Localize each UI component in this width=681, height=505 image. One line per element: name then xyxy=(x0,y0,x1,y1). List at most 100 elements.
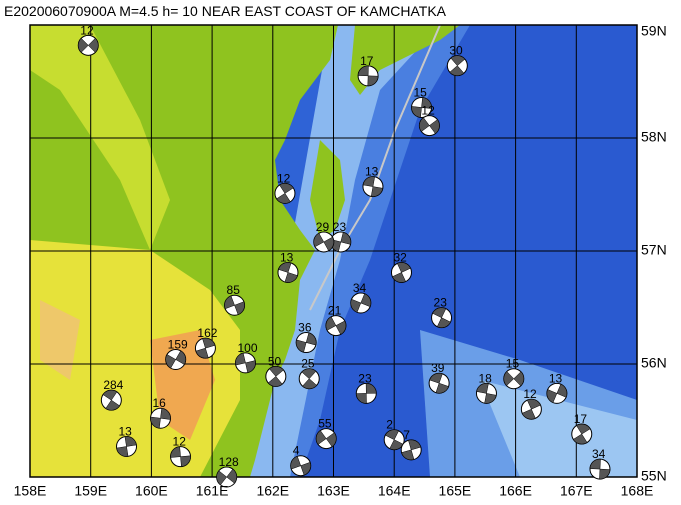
event-label: 50 xyxy=(268,354,282,368)
beachball xyxy=(274,182,296,204)
beachball-compression xyxy=(546,383,568,403)
beachball-compression xyxy=(521,399,541,420)
beachball-compression xyxy=(102,389,120,411)
event-label: 25 xyxy=(301,357,315,371)
beachball xyxy=(357,65,379,87)
event-label: 16 xyxy=(153,396,167,410)
beachball xyxy=(446,55,468,77)
beachball xyxy=(116,435,138,457)
beachball xyxy=(362,176,384,198)
x-tick-label: 159E xyxy=(74,483,107,499)
event-label: 13 xyxy=(365,165,379,179)
beachball xyxy=(234,352,256,374)
beachball xyxy=(400,439,422,461)
beachball-compression xyxy=(235,352,256,373)
x-tick-label: 168E xyxy=(621,483,654,499)
event-label: 4 xyxy=(293,444,300,458)
event-label: 17 xyxy=(360,54,374,68)
beachball xyxy=(411,96,433,118)
beachball-compression xyxy=(356,383,377,404)
beachball-compression xyxy=(357,65,379,87)
x-tick-label: 166E xyxy=(499,483,532,499)
event-label: 55 xyxy=(318,417,332,431)
beachball xyxy=(224,294,246,316)
y-tick-label: 58N xyxy=(641,129,667,145)
event-label: 13 xyxy=(119,424,133,438)
x-tick-label: 162E xyxy=(256,483,289,499)
beachball-compression xyxy=(216,468,237,486)
event-label: 12 xyxy=(277,171,291,185)
beachball xyxy=(503,368,525,390)
beachball-compression xyxy=(116,436,137,457)
beachball-compression xyxy=(295,332,317,353)
beachball xyxy=(313,231,335,253)
map-frame xyxy=(29,24,638,478)
y-tick-label: 57N xyxy=(641,242,667,258)
beachball xyxy=(77,34,99,56)
beachball xyxy=(589,458,611,480)
beachball xyxy=(350,292,372,314)
beachball xyxy=(571,423,593,445)
beachball-compression xyxy=(313,232,335,252)
y-tick-label: 59N xyxy=(641,23,667,39)
event-label: 12 xyxy=(523,387,537,401)
beachball-compression xyxy=(278,262,298,283)
beachball xyxy=(194,337,216,359)
beachball xyxy=(431,307,453,329)
x-tick-label: 158E xyxy=(14,483,47,499)
x-tick-label: 165E xyxy=(439,483,472,499)
y-tick-label: 56N xyxy=(641,355,667,371)
event-label: 32 xyxy=(393,250,407,264)
event-label: 23 xyxy=(333,220,347,234)
beachball-compression xyxy=(165,350,186,369)
beachball-compression xyxy=(315,430,337,448)
beachball-compression xyxy=(350,293,372,313)
beachball-compression xyxy=(572,423,591,445)
beachball-compression xyxy=(401,439,422,461)
beachball-compression xyxy=(503,371,525,387)
beachball xyxy=(295,332,317,354)
event-label: 36 xyxy=(298,321,312,335)
event-label: 85 xyxy=(227,283,241,297)
x-tick-label: 161E xyxy=(196,483,229,499)
event-label: 162 xyxy=(197,326,217,340)
event-label: 12 xyxy=(421,104,435,118)
event-label: 128 xyxy=(219,455,239,469)
beachball xyxy=(150,407,172,429)
event-label: 21 xyxy=(328,304,342,318)
beachball xyxy=(315,428,337,450)
beachball xyxy=(383,429,405,451)
event-label: 29 xyxy=(316,220,330,234)
beachball-compression xyxy=(362,176,384,197)
beachball-compression xyxy=(290,455,311,476)
beachball-compression xyxy=(224,295,245,315)
beachball xyxy=(355,382,377,404)
event-label: 15 xyxy=(414,85,428,99)
event-label: 159 xyxy=(168,337,188,351)
beachball-compression xyxy=(589,458,611,480)
beachball xyxy=(277,261,299,283)
beachball-compression xyxy=(170,446,191,467)
beachball xyxy=(428,372,450,394)
beachball xyxy=(165,348,187,370)
beachball-compression xyxy=(150,408,171,429)
ticks: 158E 159E 160E 161E 162E 163E 164E 165E 166E 167E… xyxy=(14,23,667,499)
x-tick-label: 164E xyxy=(378,483,411,499)
beachball-compression xyxy=(429,373,449,394)
event-label: 100 xyxy=(237,341,257,355)
event-label: 18 xyxy=(478,371,492,385)
event-label: 12 xyxy=(173,435,187,449)
beachball xyxy=(170,446,192,468)
event-label: 12 xyxy=(80,23,94,37)
beachball xyxy=(418,115,440,137)
beachball-compression xyxy=(301,368,318,389)
event-label: 7 xyxy=(403,428,410,442)
title: E202006070900A M=4.5 h= 10 NEAR EAST COA… xyxy=(4,3,447,19)
beachball xyxy=(100,389,122,411)
event-label: 34 xyxy=(353,281,367,295)
beachball-compression xyxy=(325,316,347,335)
beachball-compression xyxy=(195,337,216,359)
event-label: 13 xyxy=(280,250,294,264)
beachball xyxy=(216,466,238,488)
